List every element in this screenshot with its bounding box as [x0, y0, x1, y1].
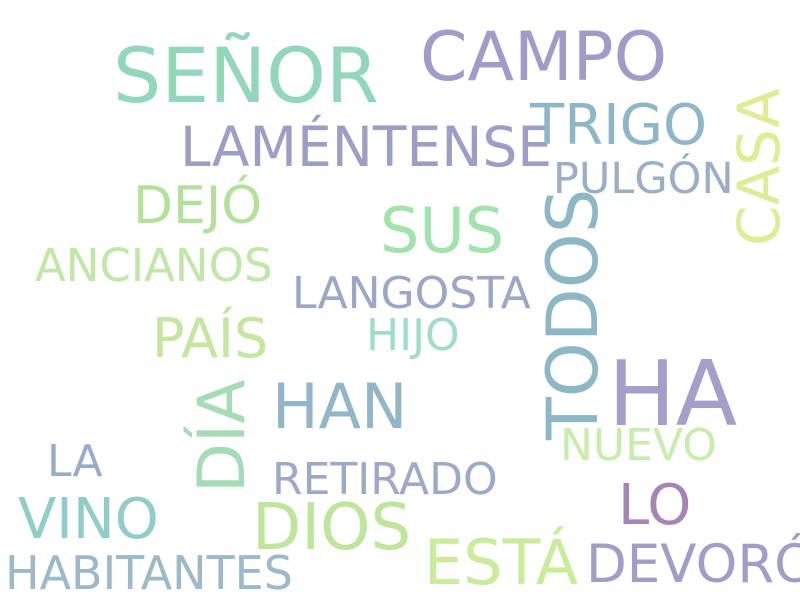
word: LANGOSTA: [292, 268, 531, 319]
word: LA: [47, 436, 103, 487]
word: CAMPO: [420, 18, 668, 97]
word: LAMÉNTENSE: [180, 115, 553, 179]
word: DEJÓ: [133, 176, 263, 236]
word: DEVORÓ: [586, 534, 800, 595]
word: TRIGO: [530, 93, 708, 158]
word: CASA: [725, 88, 793, 246]
word: SUS: [380, 194, 505, 267]
word: VINO: [18, 487, 159, 552]
word: HIJO: [366, 310, 460, 361]
word: HA: [608, 342, 738, 447]
word: PULGÓN: [553, 154, 734, 204]
word: DIOS: [252, 491, 412, 565]
word: RETIRADO: [272, 454, 498, 505]
word: LO: [618, 473, 692, 538]
word: NUEVO: [560, 420, 717, 471]
word: TODOS: [532, 188, 614, 440]
word: SEÑOR: [113, 31, 379, 120]
word: DÍA: [185, 379, 260, 493]
word: HAN: [272, 370, 408, 443]
word: PAÍS: [152, 307, 269, 370]
word: ESTÁ: [424, 526, 579, 599]
word: HABITANTES: [5, 546, 293, 600]
word: ANCIANOS: [35, 239, 273, 292]
